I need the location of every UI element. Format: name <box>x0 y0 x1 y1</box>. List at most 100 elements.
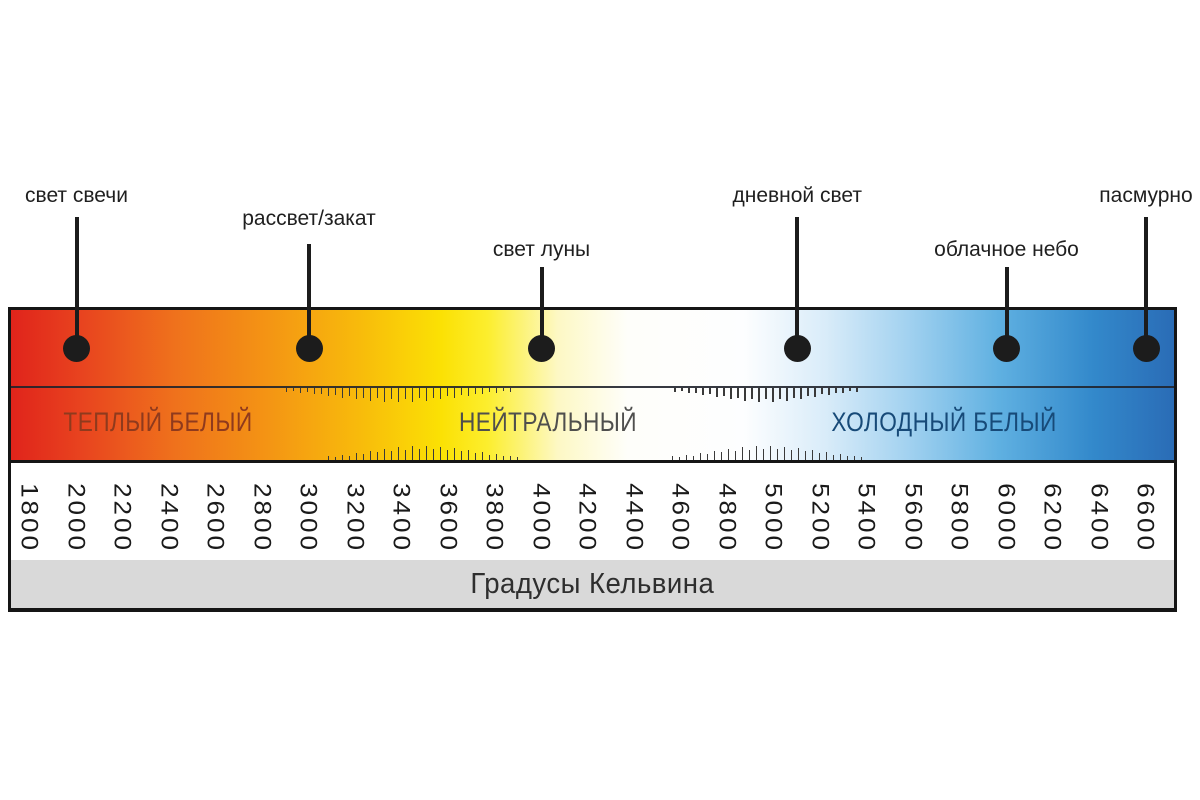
tick-mark <box>355 388 358 400</box>
tick-mark <box>702 388 704 395</box>
axis-tick-label: 4000 <box>527 483 556 553</box>
tick-mark <box>446 450 449 460</box>
tick-mark <box>348 455 351 460</box>
tick-mark <box>727 449 730 460</box>
tick-mark <box>716 388 718 398</box>
tick-mark <box>453 388 456 398</box>
tick-mark <box>488 388 491 393</box>
tick-mark <box>355 453 358 460</box>
axis-tick-label: 4400 <box>620 483 649 553</box>
axis-tick-label: 3200 <box>341 483 370 553</box>
tick-mark <box>474 453 477 460</box>
tick-mark <box>846 456 849 460</box>
axis-tick-label: 5400 <box>853 483 881 553</box>
marker-pointer-line <box>1144 217 1148 348</box>
tick-mark <box>853 455 856 460</box>
tick-mark <box>856 388 858 392</box>
tick-mark <box>737 388 739 398</box>
tick-mark <box>751 388 753 399</box>
tick-mark <box>516 456 519 460</box>
tick-mark <box>692 455 695 460</box>
axis-tick-label: 4600 <box>667 483 695 553</box>
tick-mark <box>678 456 681 460</box>
tick-mark <box>769 446 772 460</box>
tick-mark <box>800 388 802 400</box>
tick-mark <box>502 456 505 460</box>
tick-mark <box>404 388 407 399</box>
tick-mark <box>842 388 844 393</box>
marker-label-3: дневной свет <box>732 184 863 207</box>
tick-mark <box>397 388 400 402</box>
tick-mark <box>762 449 765 460</box>
marker-label-0: свет свечи <box>25 184 128 207</box>
tick-mark <box>432 388 435 398</box>
tick-mark <box>709 388 711 395</box>
marker-label-4: облачное небо <box>934 238 1079 261</box>
marker-label-2: свет луны <box>492 238 591 261</box>
tick-mark <box>706 453 709 460</box>
tick-mark <box>772 388 774 402</box>
axis-tick-label: 5200 <box>806 483 835 553</box>
tick-mark <box>509 388 512 392</box>
axis-tick-label: 2600 <box>202 483 230 553</box>
tick-mark <box>849 388 851 392</box>
axis-tick-label: 4200 <box>574 483 602 553</box>
tick-mark <box>411 446 414 460</box>
kelvin-scale-box: ТЕПЛЫЙ БЕЛЫЙ НЕЙТРАЛЬНЫЙ ХОЛОДНЫЙ БЕЛЫЙ 18… <box>8 307 1177 612</box>
tick-mark <box>755 446 758 460</box>
zone-label-warm: ТЕПЛЫЙ БЕЛЫЙ <box>63 407 253 437</box>
tick-mark <box>369 388 372 401</box>
axis-tick-label: 6000 <box>992 483 1021 553</box>
tick-mark <box>411 388 414 402</box>
axis-tick-label: 1800 <box>16 483 44 553</box>
tick-mark <box>765 388 767 399</box>
marker-dot <box>295 334 323 362</box>
tick-mark <box>320 388 323 394</box>
axis-tick-label: 3600 <box>434 483 463 553</box>
tick-mark <box>481 388 484 395</box>
tick-mark <box>306 388 309 393</box>
tick-mark <box>418 388 421 399</box>
tick-mark <box>488 454 491 460</box>
tick-mark <box>509 455 512 460</box>
tick-mark <box>376 452 379 460</box>
tick-mark <box>334 388 337 395</box>
marker-pointer-line <box>307 244 311 348</box>
tick-mark <box>467 388 470 396</box>
tick-mark <box>313 388 316 395</box>
tick-mark <box>825 452 828 460</box>
marker-pointer-line <box>539 267 544 348</box>
tick-mark <box>376 388 379 399</box>
kelvin-axis: 1800 2000 2200 2400 2600 2800 3000 3200 3400 3600… <box>11 463 1174 560</box>
tick-mark <box>390 388 393 399</box>
marker-label-1: рассвет/закат <box>242 207 376 230</box>
tick-mark <box>758 388 760 402</box>
tick-mark <box>681 388 683 392</box>
tick-mark <box>348 388 351 397</box>
tick-mark <box>369 451 372 460</box>
tick-mark <box>362 388 365 398</box>
tick-mark <box>460 388 463 395</box>
tick-mark <box>453 448 456 460</box>
axis-tick-label: 3800 <box>481 483 509 553</box>
tick-mark <box>860 456 863 460</box>
tick-mark <box>432 449 435 460</box>
tick-mark <box>383 388 386 402</box>
tick-mark <box>327 456 330 460</box>
tick-mark <box>425 446 428 460</box>
tick-mark <box>814 388 816 398</box>
marker-dot <box>783 334 811 362</box>
marker-dot <box>993 334 1020 362</box>
axis-tick-label: 2000 <box>62 483 91 553</box>
axis-tick-label: 6200 <box>1039 483 1067 553</box>
tick-mark <box>807 388 809 396</box>
tick-mark <box>748 449 751 460</box>
zone-label-cold: ХОЛОДНЫЙ БЕЛЫЙ <box>831 407 1057 437</box>
tick-mark <box>390 450 393 460</box>
tick-mark <box>446 388 449 397</box>
color-gradient-bar: ТЕПЛЫЙ БЕЛЫЙ НЕЙТРАЛЬНЫЙ ХОЛОДНЫЙ БЕЛЫЙ <box>11 310 1174 463</box>
tick-mark <box>299 388 302 393</box>
tick-mark <box>674 388 676 392</box>
tick-mark <box>383 449 386 460</box>
